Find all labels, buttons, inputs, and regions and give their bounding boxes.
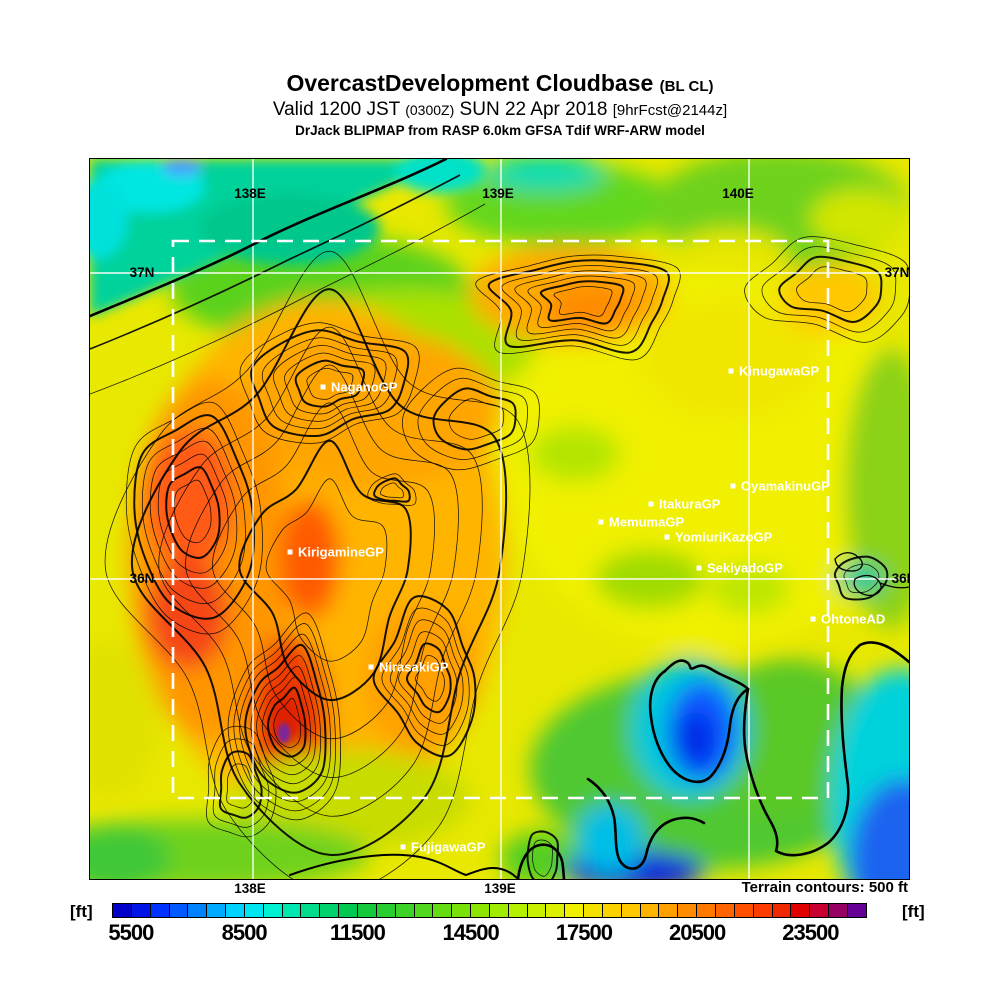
colorbar-cell — [697, 904, 716, 917]
colorbar-cell — [113, 904, 132, 917]
station-marker — [810, 616, 816, 622]
colorbar-cell — [207, 904, 227, 917]
station-marker — [400, 844, 406, 850]
colorbar-cell — [829, 904, 848, 917]
unit-label-right: [ft] — [902, 902, 925, 921]
title-main: OvercastDevelopment Cloudbase — [286, 70, 654, 96]
station-marker — [696, 565, 702, 571]
colorbar-cell — [810, 904, 830, 917]
colorbar-tick-label: 11500 — [329, 920, 386, 945]
colorbar-cell — [678, 904, 698, 917]
grid-label-latitude: 36N — [130, 571, 155, 586]
station-marker — [598, 519, 604, 525]
station-marker — [728, 368, 734, 374]
valid-time-line: Valid 1200 JST (0300Z) SUN 22 Apr 2018 [… — [0, 100, 1000, 119]
grid-label-longitude: 140E — [722, 186, 754, 201]
unit-label-left: [ft] — [70, 902, 93, 921]
colorbar-cell — [263, 904, 283, 917]
colorbar-cell — [301, 904, 321, 917]
colorbar-cell — [772, 904, 792, 917]
colorbar-cell — [471, 904, 490, 917]
colorbar-cell — [508, 904, 528, 917]
station-marker — [664, 534, 670, 540]
zulu-time: (0300Z) — [405, 102, 455, 118]
colorbar-cell — [395, 904, 415, 917]
colorbar-cell — [169, 904, 189, 917]
station-label: YomiuriKazoGP — [675, 530, 773, 545]
colorbar-tick-label: 5500 — [108, 920, 154, 945]
station-marker — [730, 483, 736, 489]
title-block: OvercastDevelopment Cloudbase (BL CL) Va… — [0, 72, 1000, 138]
station-marker — [368, 664, 374, 670]
terrain-contours-note: Terrain contours: 500 ft — [741, 879, 908, 896]
title-suffix: (BL CL) — [659, 78, 714, 95]
colorbar — [112, 903, 867, 918]
colorbar-cell — [376, 904, 396, 917]
colorbar-cell — [433, 904, 453, 917]
map-panel: 138E 139E 140E 37N 37N 36N 36N NaganoGP Kirigami… — [89, 158, 910, 880]
colorbar-cell — [640, 904, 660, 917]
colorbar-cell — [791, 904, 811, 917]
station-label: NaganoGP — [331, 380, 398, 395]
colorbar-cell — [584, 904, 603, 917]
station-label: OyamakinuGP — [741, 479, 830, 494]
longitude-axis-label: 139E — [484, 881, 516, 896]
colorbar-cell — [753, 904, 773, 917]
map-svg: 138E 139E 140E 37N 37N 36N 36N NaganoGP Kirigami… — [90, 159, 909, 879]
station-marker — [287, 549, 293, 555]
colorbar-tick-label: 17500 — [555, 920, 613, 945]
colorbar-cell — [226, 904, 245, 917]
colorbar-cell — [150, 904, 170, 917]
colorbar-cell — [188, 904, 208, 917]
station-label: NirasakiGP — [379, 660, 449, 675]
station-label: KirigamineGP — [298, 545, 384, 560]
page-title: OvercastDevelopment Cloudbase (BL CL) — [0, 72, 1000, 95]
station-label: OhtoneAD — [821, 612, 885, 627]
station-marker — [648, 501, 654, 507]
inner-domain-box — [171, 239, 830, 800]
colorbar-cell — [489, 904, 509, 917]
colorbar-cell — [847, 904, 866, 917]
colorbar-cell — [734, 904, 754, 917]
colorbar-cell — [339, 904, 358, 917]
colorbar-cell — [565, 904, 585, 917]
colorbar-cell — [244, 904, 264, 917]
colorbar-cell — [282, 904, 302, 917]
colorbar-tick-label: 14500 — [442, 920, 500, 945]
colorbar-cell — [131, 904, 151, 917]
station-label: FujigawaGP — [411, 840, 486, 855]
colorbar-cell — [659, 904, 679, 917]
grid-label-longitude: 138E — [234, 186, 266, 201]
station-label: KinugawaGP — [739, 364, 820, 379]
grid-label-longitude: 139E — [482, 186, 514, 201]
colorbar-cell — [452, 904, 472, 917]
colorbar-tick-label: 8500 — [221, 920, 268, 945]
valid-date: SUN 22 Apr 2018 — [459, 99, 608, 120]
grid-label-latitude: 36N — [892, 571, 909, 586]
colorbar-cell — [357, 904, 377, 917]
colorbar-tick-label: 23500 — [782, 920, 839, 945]
colorbar-cell — [320, 904, 340, 917]
colorbar-tick-label: 20500 — [669, 920, 726, 945]
colorbar-cell — [527, 904, 547, 917]
station-label: ItakuraGP — [659, 497, 721, 512]
colorbar-cell — [621, 904, 641, 917]
station-label: MemumaGP — [609, 515, 684, 530]
grid-label-latitude: 37N — [885, 265, 909, 280]
colorbar-cell — [546, 904, 566, 917]
grid-label-latitude: 37N — [130, 265, 155, 280]
station-marker — [320, 384, 326, 390]
colorbar-cell — [716, 904, 735, 917]
model-attribution: DrJack BLIPMAP from RASP 6.0km GFSA Tdif… — [295, 123, 705, 138]
station-label: SekiyadoGP — [707, 561, 783, 576]
longitude-axis-label: 138E — [234, 881, 266, 896]
colorbar-cell — [602, 904, 622, 917]
valid-label: Valid 1200 JST — [272, 99, 400, 120]
forecast-tag: [9hrFcst@2144z] — [612, 102, 728, 119]
colorbar-cell — [414, 904, 434, 917]
